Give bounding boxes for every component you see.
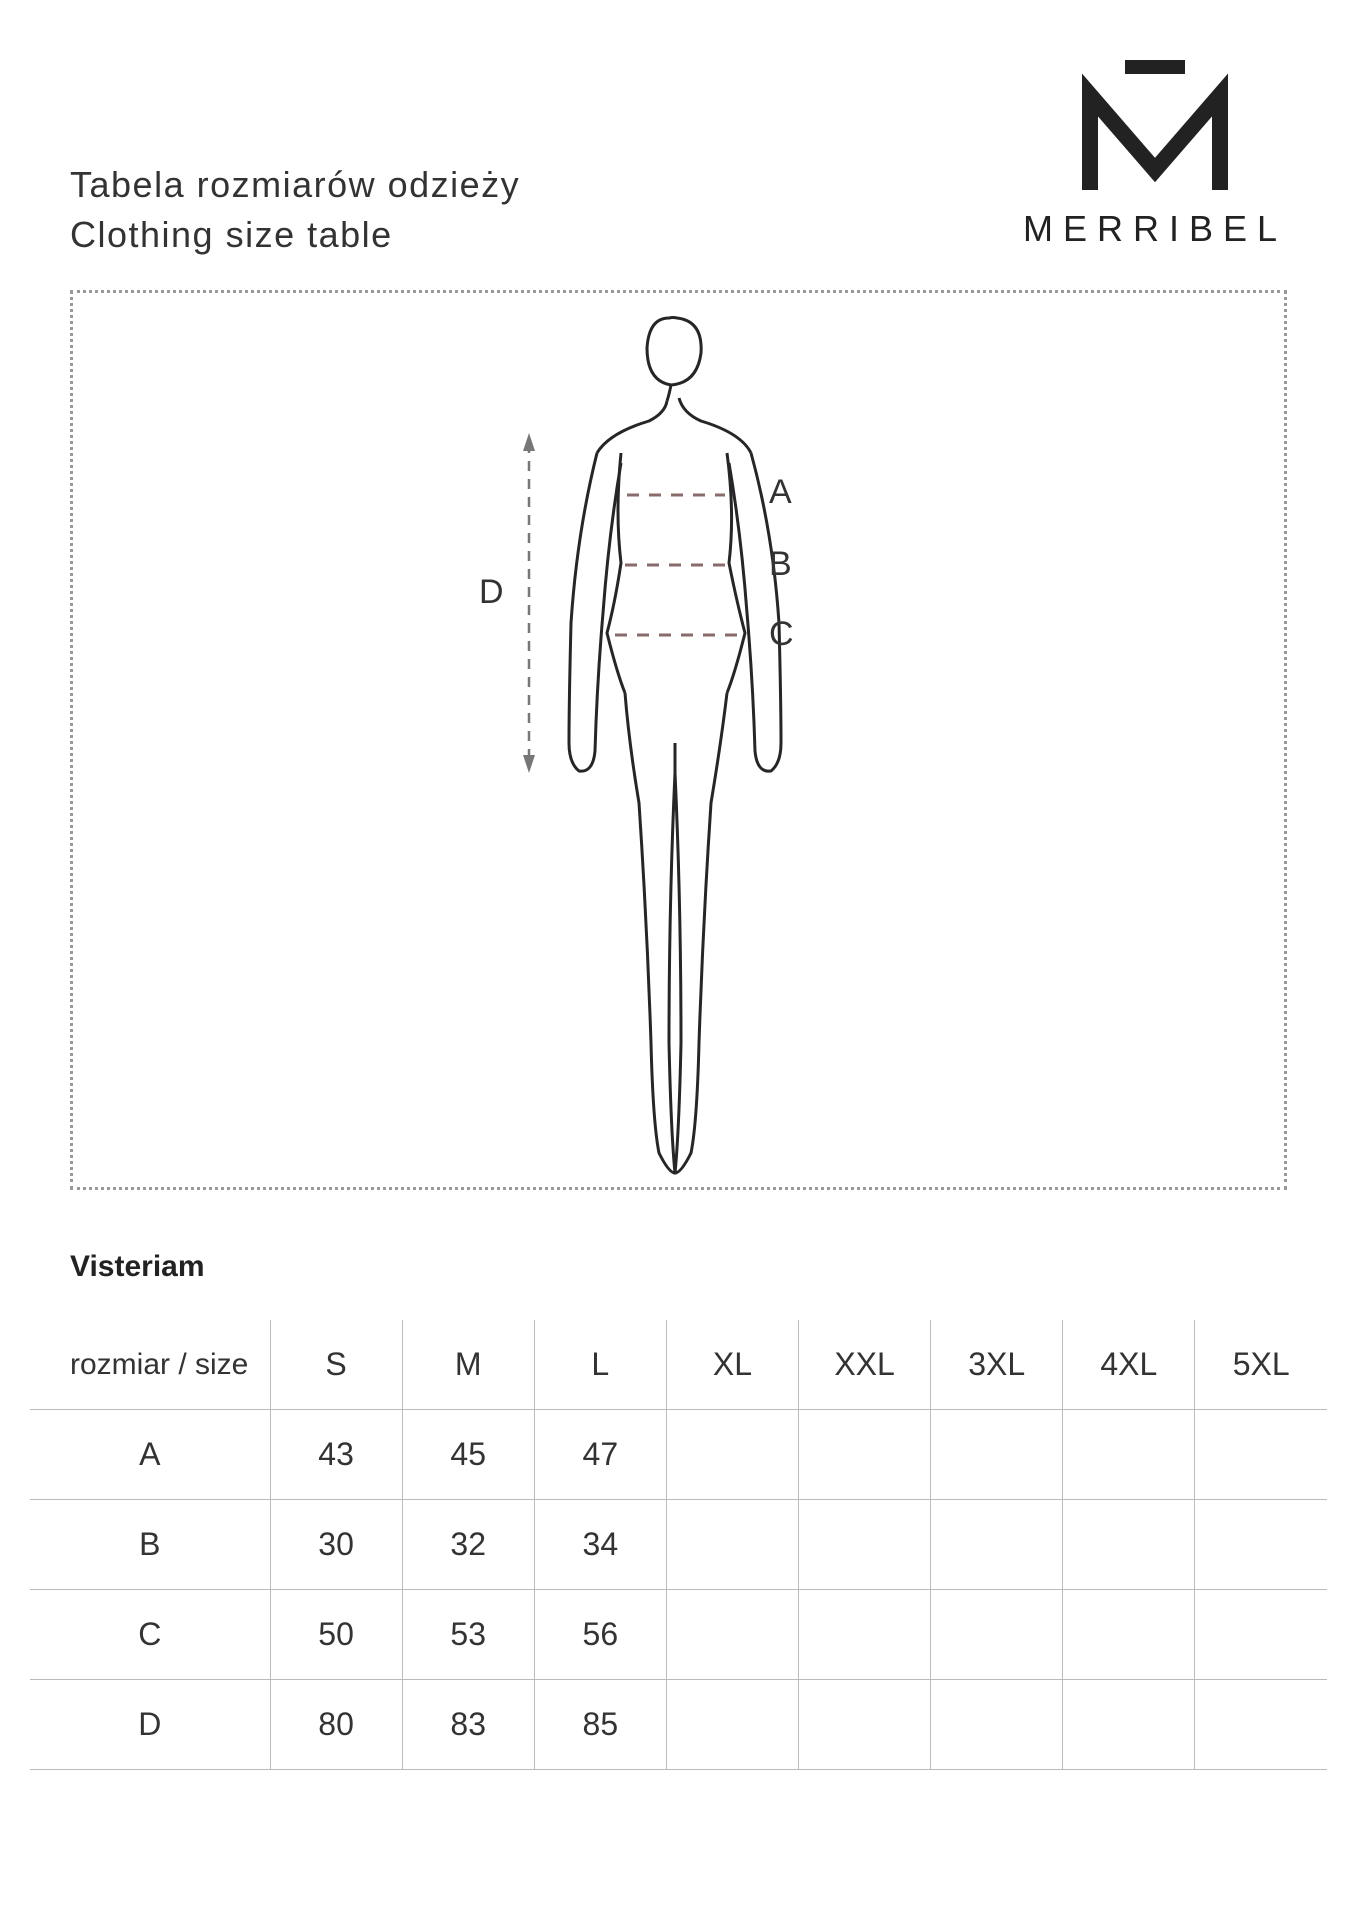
col-l: L (534, 1320, 666, 1410)
label-a: A (769, 473, 792, 511)
cell: 83 (402, 1680, 534, 1770)
diagram-box: A B C D (70, 290, 1287, 1190)
body-figure-diagram: A B C D (419, 303, 939, 1183)
label-d: D (479, 573, 504, 611)
cell (1195, 1680, 1327, 1770)
table-header-row: rozmiar / size S M L XL XXL 3XL 4XL 5XL (30, 1320, 1327, 1410)
cell: 47 (534, 1410, 666, 1500)
cell (1063, 1590, 1195, 1680)
table-row: D808385 (30, 1680, 1327, 1770)
row-label: A (30, 1410, 270, 1500)
brand-name: MERRIBEL (1023, 208, 1287, 250)
label-b: B (769, 545, 792, 583)
table-row: A434547 (30, 1410, 1327, 1500)
col-s: S (270, 1320, 402, 1410)
cell (931, 1410, 1063, 1500)
brand-logo-block: MERRIBEL (1023, 60, 1287, 250)
cell (666, 1590, 798, 1680)
label-c: C (769, 615, 794, 653)
cell (1195, 1410, 1327, 1500)
cell (666, 1680, 798, 1770)
cell (799, 1410, 931, 1500)
cell: 50 (270, 1590, 402, 1680)
cell (1063, 1680, 1195, 1770)
table-body: A434547B303234C505356D808385 (30, 1410, 1327, 1770)
row-label: B (30, 1500, 270, 1590)
cell (931, 1500, 1063, 1590)
col-5xl: 5XL (1195, 1320, 1327, 1410)
size-table: rozmiar / size S M L XL XXL 3XL 4XL 5XL … (30, 1320, 1327, 1770)
cell: 34 (534, 1500, 666, 1590)
header: Tabela rozmiarów odzieży Clothing size t… (70, 130, 1287, 261)
cell (666, 1410, 798, 1500)
brand-logo-icon (1070, 60, 1240, 200)
cell: 45 (402, 1410, 534, 1500)
cell: 53 (402, 1590, 534, 1680)
table-row: C505356 (30, 1590, 1327, 1680)
cell (799, 1590, 931, 1680)
cell (1195, 1500, 1327, 1590)
cell: 80 (270, 1680, 402, 1770)
col-3xl: 3XL (931, 1320, 1063, 1410)
table-row: B303234 (30, 1500, 1327, 1590)
col-xl: XL (666, 1320, 798, 1410)
cell: 43 (270, 1410, 402, 1500)
row-label: D (30, 1680, 270, 1770)
cell (666, 1500, 798, 1590)
col-xxl: XXL (799, 1320, 931, 1410)
row-label: C (30, 1590, 270, 1680)
cell: 30 (270, 1500, 402, 1590)
cell (1195, 1590, 1327, 1680)
cell (931, 1680, 1063, 1770)
cell: 56 (534, 1590, 666, 1680)
col-4xl: 4XL (1063, 1320, 1195, 1410)
cell (799, 1680, 931, 1770)
title-pl: Tabela rozmiarów odzieży (70, 160, 520, 210)
cell: 32 (402, 1500, 534, 1590)
cell (931, 1590, 1063, 1680)
cell (1063, 1410, 1195, 1500)
col-m: M (402, 1320, 534, 1410)
title-block: Tabela rozmiarów odzieży Clothing size t… (70, 130, 520, 261)
title-en: Clothing size table (70, 210, 520, 260)
cell (799, 1500, 931, 1590)
cell: 85 (534, 1680, 666, 1770)
header-label: rozmiar / size (30, 1320, 270, 1410)
product-name: Visteriam (70, 1250, 205, 1284)
cell (1063, 1500, 1195, 1590)
